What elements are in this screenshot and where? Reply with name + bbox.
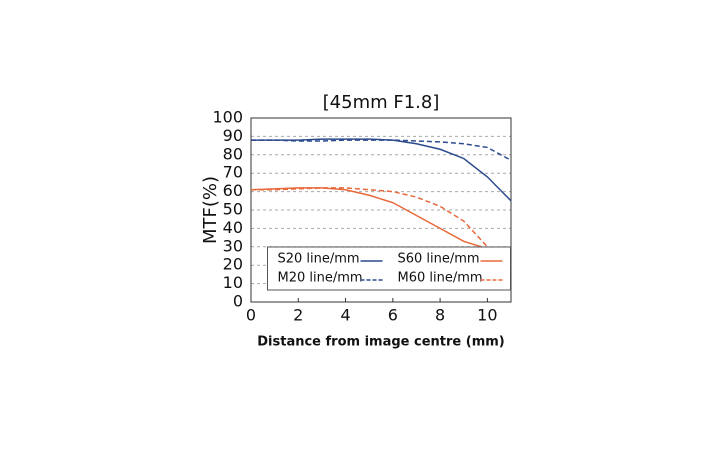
y-tick-label: 40: [223, 218, 243, 237]
y-tick-label: 80: [223, 144, 243, 163]
x-tick-label: 0: [246, 306, 256, 325]
line-series: [250, 187, 512, 266]
legend-label: M60 line/mm: [398, 271, 483, 286]
y-tick-label: 90: [223, 126, 243, 145]
x-axis-label: Distance from image centre (mm): [257, 335, 505, 350]
y-tick-label: 0: [233, 292, 243, 311]
legend-label: S20 line/mm: [278, 252, 360, 267]
legend-box: [267, 246, 511, 291]
y-tick-label: 30: [223, 236, 243, 255]
y-tick-label: 70: [223, 163, 243, 182]
x-tick-label: 4: [340, 306, 350, 325]
chart-title: [45mm F1.8]: [323, 92, 440, 113]
line-series: [251, 187, 512, 272]
x-tick-label: 6: [388, 306, 398, 325]
plot-frame: [250, 117, 512, 303]
y-tick-label: 20: [223, 255, 243, 274]
x-tick-label: 2: [293, 306, 303, 325]
legend-label: S60 line/mm: [398, 252, 480, 267]
line-series: [251, 139, 512, 161]
y-tick-label: 100: [212, 108, 243, 127]
y-tick-label: 50: [223, 200, 243, 219]
x-tick-label: 8: [435, 306, 445, 325]
y-axis-label: MTF(%): [200, 176, 221, 244]
y-tick-label: 10: [223, 273, 243, 292]
y-tick-label: 60: [223, 181, 243, 200]
legend-label: M20 line/mm: [278, 271, 363, 286]
x-tick-label: 10: [477, 306, 497, 325]
